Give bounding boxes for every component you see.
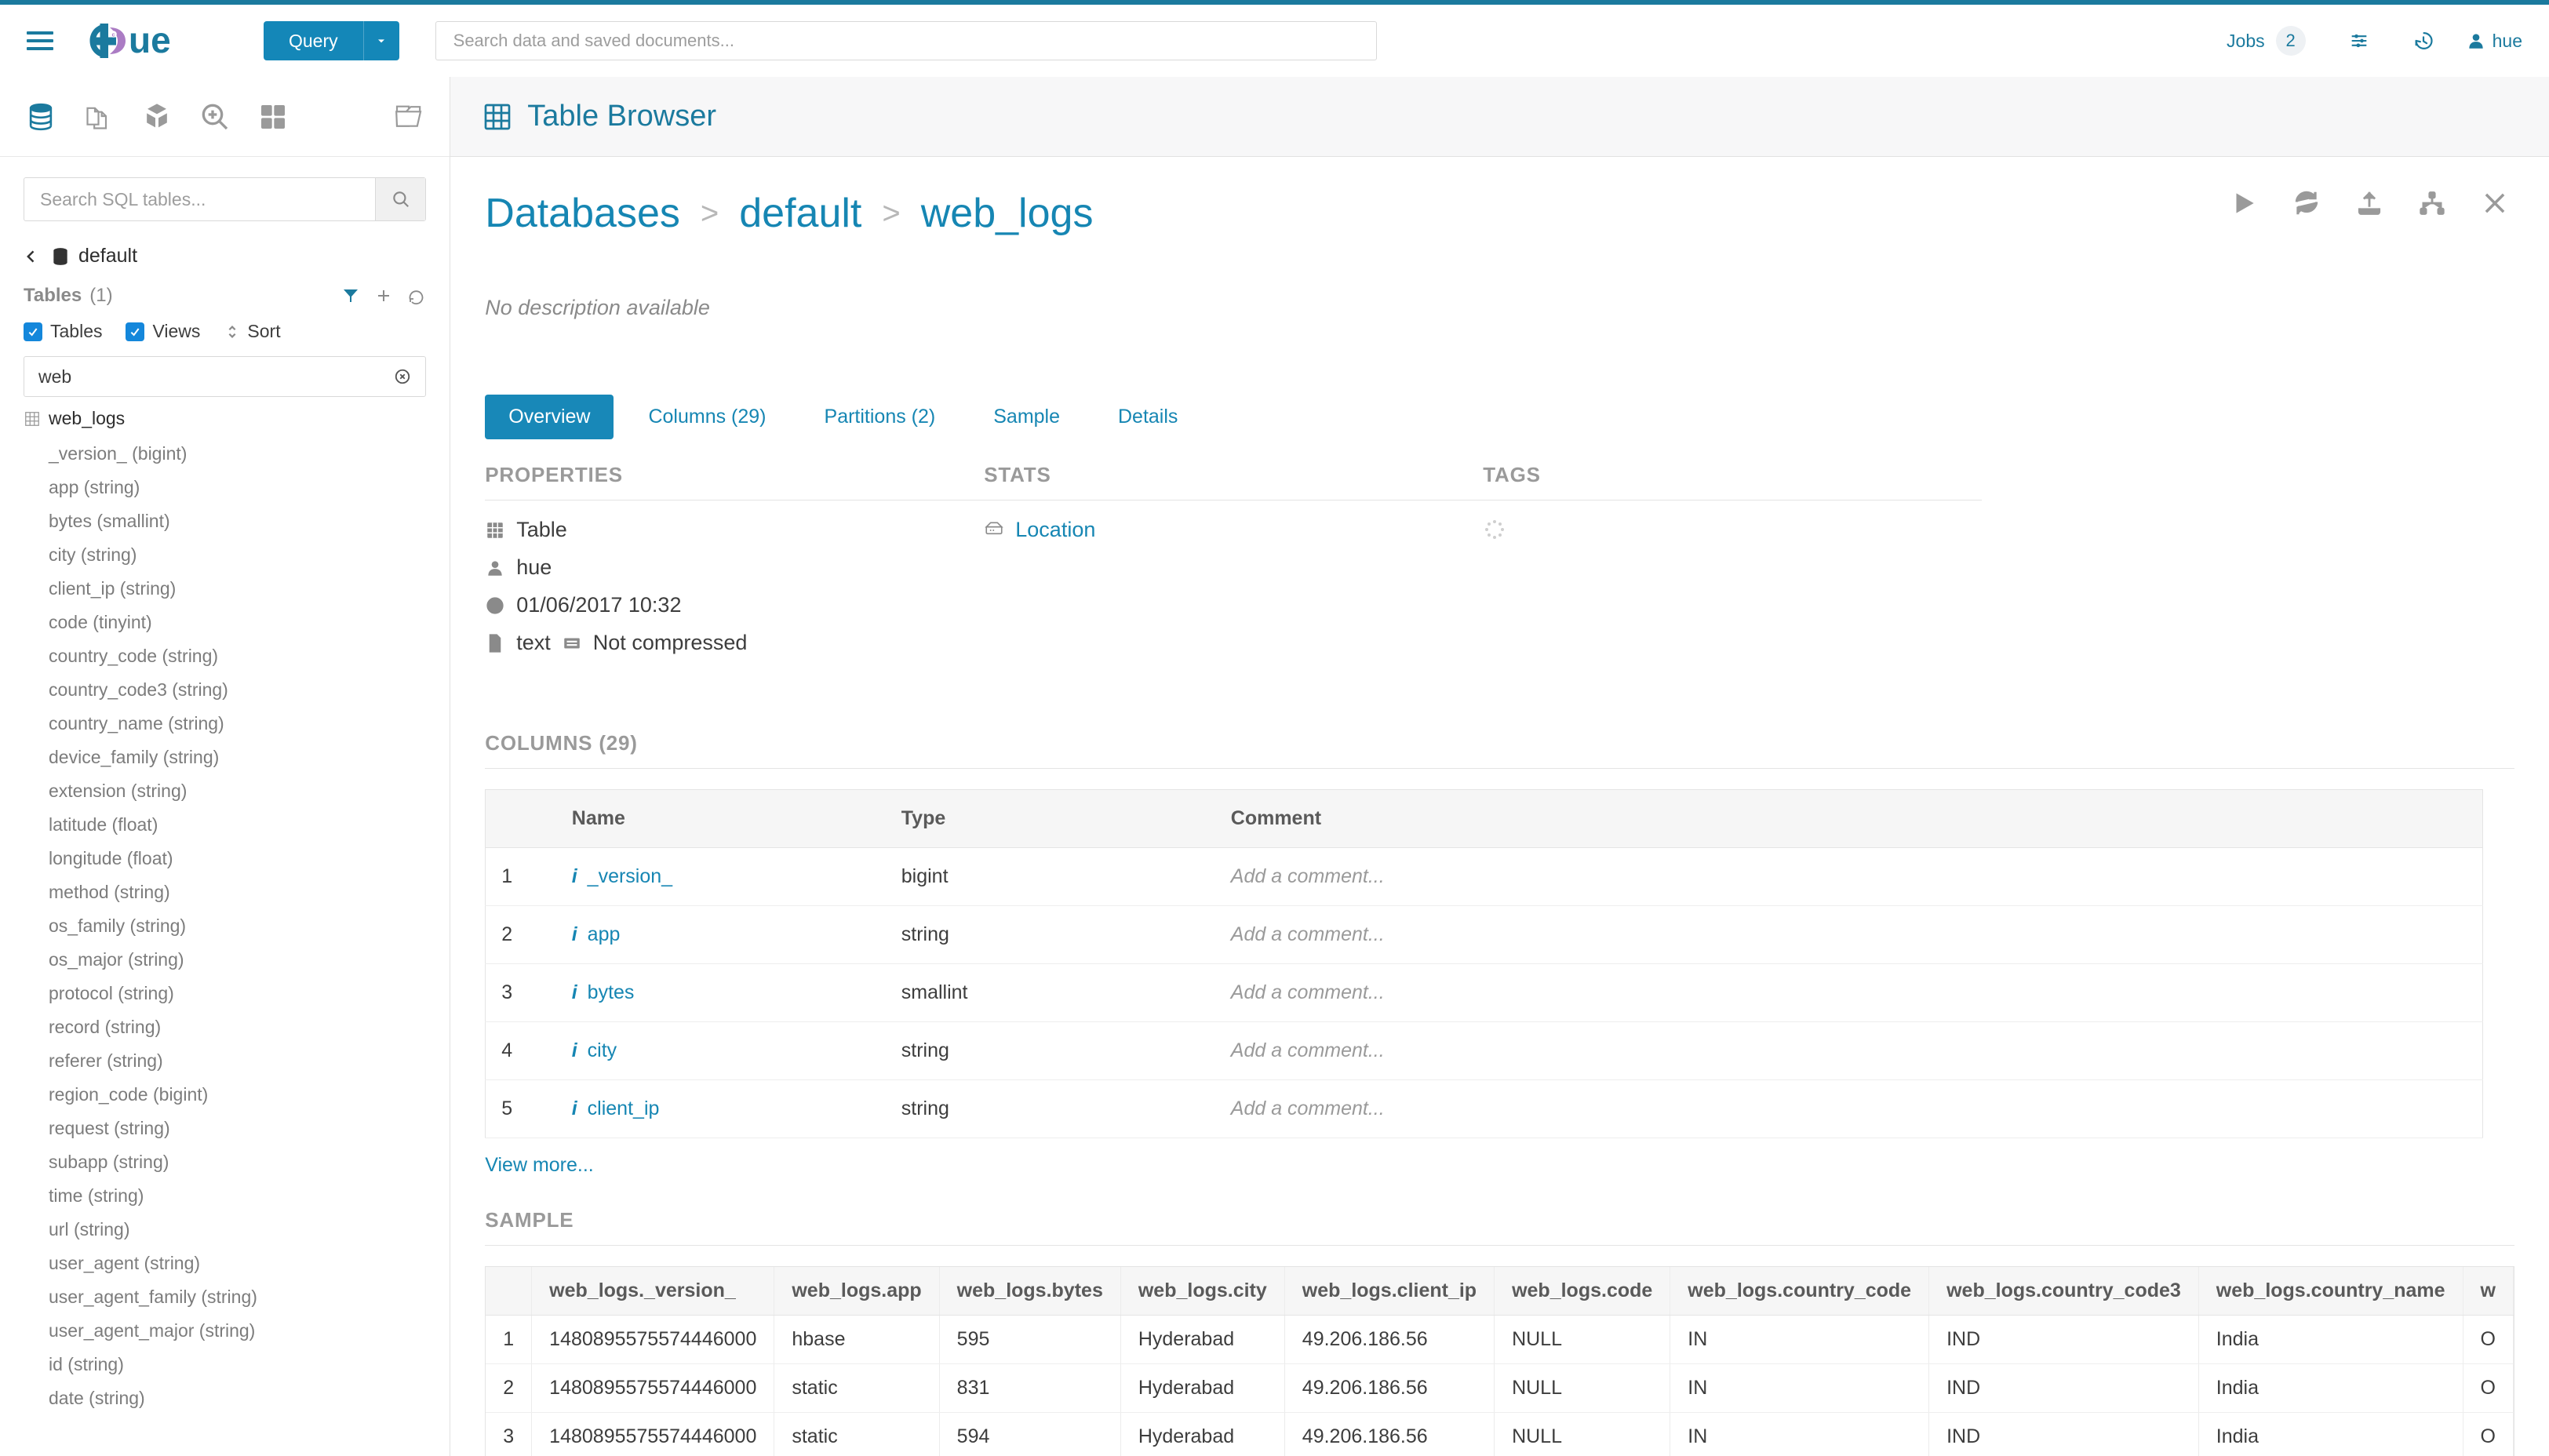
svg-text:c: c (112, 31, 115, 38)
svg-text:ue: ue (129, 23, 171, 59)
